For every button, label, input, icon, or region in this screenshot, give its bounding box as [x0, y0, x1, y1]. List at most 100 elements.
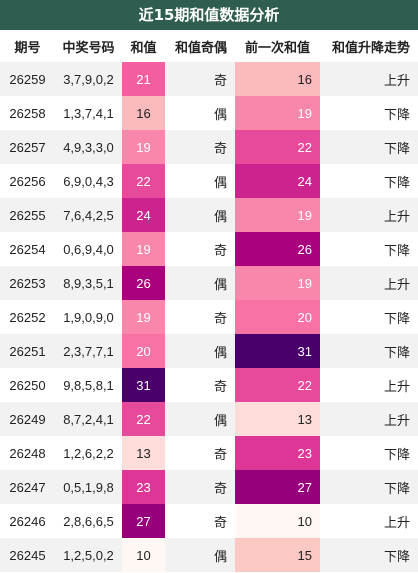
- sum-cell: 24: [122, 198, 165, 232]
- cell: 9,8,5,8,1: [63, 377, 114, 393]
- cell: 8,9,3,5,1: [55, 266, 122, 300]
- sum-cell: 16: [235, 62, 320, 96]
- row: 26255 7,6,4,2,5 24 偶 19 上升: [0, 198, 418, 232]
- sum-cell: 19: [122, 130, 165, 164]
- row: 26259 3,7,9,0,2 21 奇 16 上升: [0, 62, 418, 96]
- row: 26254 0,6,9,4,0 19 奇 26 下降: [0, 232, 418, 266]
- row: 26256 6,9,0,4,3 22 偶 24 下降: [0, 164, 418, 198]
- cell: 下降: [320, 470, 418, 504]
- sum-cell: 31: [235, 334, 320, 368]
- sum-cell: 22: [235, 130, 320, 164]
- cell: 偶: [165, 538, 235, 572]
- cell: 26256: [9, 173, 46, 189]
- header-cell: 前一次和值: [244, 40, 310, 56]
- cell: 偶: [213, 174, 227, 190]
- cell: 26252: [9, 309, 46, 325]
- sum-cell: 19: [122, 232, 165, 266]
- cell: 2,3,7,7,1: [55, 334, 122, 368]
- cell: 26257: [0, 130, 55, 164]
- cell: 上升: [383, 514, 410, 530]
- sum-cell: 20: [122, 334, 165, 368]
- sum-cell: 16: [122, 96, 165, 130]
- cell: 2,8,6,6,5: [63, 513, 114, 529]
- sum-cell: 20: [235, 300, 320, 334]
- cell: 奇: [213, 242, 227, 258]
- sum-cell: 19: [122, 300, 165, 334]
- cell: 1,2,5,0,2: [55, 538, 122, 572]
- sum-cell: 19: [235, 266, 320, 300]
- row: 26245 1,2,5,0,2 10 偶 15 下降: [0, 538, 418, 572]
- cell: 4,9,3,3,0: [55, 130, 122, 164]
- cell: 偶: [213, 106, 227, 122]
- cell: 26246: [9, 513, 46, 529]
- cell: 1,2,6,2,2: [63, 445, 114, 461]
- header-cell: 和值奇偶: [174, 40, 227, 56]
- cell: 奇: [165, 62, 235, 96]
- cell: 26255: [0, 198, 55, 232]
- cell: 26248: [9, 445, 46, 461]
- cell: 偶: [165, 334, 235, 368]
- row: 26250 9,8,5,8,1 31 奇 22 上升: [0, 368, 418, 402]
- cell: 0,6,9,4,0: [63, 241, 114, 257]
- sum-cell: 26: [122, 266, 165, 300]
- cell: 7,6,4,2,5: [55, 198, 122, 232]
- sum-cell: 24: [235, 164, 320, 198]
- header-row: 期号 中奖号码 和值 和值奇偶 前一次和值 和值升降走势: [0, 30, 418, 62]
- row: 26248 1,2,6,2,2 13 奇 23 下降: [0, 436, 418, 470]
- header-cell: 和值: [130, 40, 157, 56]
- cell: 下降: [383, 242, 410, 258]
- sum-cell: 10: [235, 504, 320, 538]
- row: 26247 0,5,1,9,8 23 奇 27 下降: [0, 470, 418, 504]
- cell: 26247: [0, 470, 55, 504]
- cell: 奇: [213, 310, 227, 326]
- table: 期号 中奖号码 和值 和值奇偶 前一次和值 和值升降走势 26259 3,7,9,0,2 21…: [0, 30, 418, 572]
- cell: 26251: [0, 334, 55, 368]
- cell: 26253: [0, 266, 55, 300]
- cell: 偶: [165, 266, 235, 300]
- cell: 上升: [320, 266, 418, 300]
- sum-cell: 22: [235, 368, 320, 402]
- cell: 8,7,2,4,1: [55, 402, 122, 436]
- cell: 下降: [320, 334, 418, 368]
- cell: 上升: [320, 62, 418, 96]
- cell: 奇: [165, 130, 235, 164]
- cell: 26254: [9, 241, 46, 257]
- row: 26257 4,9,3,3,0 19 奇 22 下降: [0, 130, 418, 164]
- cell: 上升: [320, 198, 418, 232]
- cell: 下降: [383, 310, 410, 326]
- sum-cell: 27: [235, 470, 320, 504]
- sum-cell: 27: [122, 504, 165, 538]
- title: 近15期和值数据分析: [0, 0, 418, 30]
- cell: 奇: [213, 514, 227, 530]
- sum-cell: 21: [122, 62, 165, 96]
- sum-cell: 31: [122, 368, 165, 402]
- cell: 26250: [9, 377, 46, 393]
- cell: 26259: [0, 62, 55, 96]
- cell: 奇: [213, 378, 227, 394]
- header-cell: 期号: [14, 40, 41, 56]
- sum-cell: 15: [235, 538, 320, 572]
- cell: 0,5,1,9,8: [55, 470, 122, 504]
- header-cell: 和值升降走势: [331, 40, 410, 56]
- sum-cell: 19: [235, 96, 320, 130]
- row: 26253 8,9,3,5,1 26 偶 19 上升: [0, 266, 418, 300]
- sum-cell: 26: [235, 232, 320, 266]
- row: 26252 1,9,0,9,0 19 奇 20 下降: [0, 300, 418, 334]
- row: 26251 2,3,7,7,1 20 偶 31 下降: [0, 334, 418, 368]
- cell: 偶: [165, 402, 235, 436]
- sum-cell: 13: [235, 402, 320, 436]
- cell: 26258: [9, 105, 46, 121]
- row: 26249 8,7,2,4,1 22 偶 13 上升: [0, 402, 418, 436]
- cell: 下降: [320, 538, 418, 572]
- cell: 下降: [383, 446, 410, 462]
- cell: 下降: [320, 130, 418, 164]
- cell: 上升: [320, 402, 418, 436]
- sum-cell: 19: [235, 198, 320, 232]
- sum-cell: 10: [122, 538, 165, 572]
- cell: 下降: [383, 106, 410, 122]
- cell: 下降: [383, 174, 410, 190]
- cell: 26245: [0, 538, 55, 572]
- cell: 上升: [383, 378, 410, 394]
- cell: 1,9,0,9,0: [63, 309, 114, 325]
